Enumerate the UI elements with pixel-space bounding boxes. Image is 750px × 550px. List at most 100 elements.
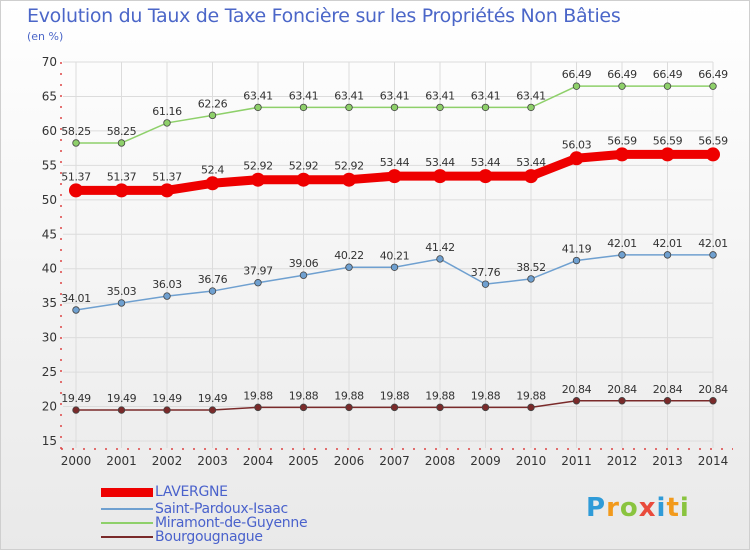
- logo-letter: P: [586, 493, 607, 523]
- data-label: 63.41: [289, 89, 319, 102]
- data-point: [618, 397, 626, 405]
- legend-swatch: [101, 487, 153, 497]
- x-tick-label: 2000: [61, 454, 92, 468]
- data-label: 19.88: [516, 389, 546, 402]
- data-label: 53.44: [425, 156, 455, 169]
- data-point: [615, 147, 629, 162]
- data-point: [117, 406, 126, 414]
- data-point: [205, 176, 220, 191]
- data-point: [481, 403, 490, 412]
- x-tick-label: 2004: [243, 454, 274, 468]
- data-point: [299, 403, 308, 412]
- logo-letter: r: [606, 493, 620, 523]
- y-tick-label: 45: [42, 227, 57, 241]
- legend-item-miramont-de-guyenne: Miramont-de-Guyenne: [101, 515, 308, 531]
- data-point: [299, 271, 308, 279]
- data-point: [69, 183, 83, 198]
- data-label: 53.44: [471, 156, 501, 169]
- x-tick-label: 2005: [288, 454, 319, 468]
- logo-letter: i: [679, 493, 690, 523]
- legend-swatch: [101, 508, 153, 510]
- data-label: 19.49: [198, 392, 228, 405]
- chart-title: Evolution du Taux de Taxe Foncière sur l…: [27, 5, 621, 27]
- data-point: [481, 280, 490, 288]
- data-label: 42.01: [607, 237, 637, 250]
- data-label: 20.84: [607, 383, 637, 396]
- data-label: 19.88: [289, 389, 319, 402]
- data-point: [527, 103, 535, 112]
- data-label: 19.88: [243, 389, 273, 402]
- data-point: [345, 263, 353, 271]
- legend-item-bourgougnague: Bourgougnague: [101, 529, 263, 545]
- data-label: 36.76: [198, 273, 228, 286]
- legend-swatch: [101, 536, 153, 538]
- data-point: [345, 103, 353, 112]
- proxiti-logo: Proxiti: [586, 493, 690, 523]
- data-point: [572, 256, 581, 265]
- data-point: [618, 82, 626, 90]
- data-label: 61.16: [152, 105, 182, 118]
- x-tick-label: 2002: [152, 454, 183, 468]
- data-label: 63.41: [516, 89, 546, 102]
- y-tick-label: 20: [42, 400, 57, 414]
- data-label: 40.22: [334, 249, 364, 262]
- data-label: 20.84: [698, 383, 728, 396]
- data-point: [163, 406, 171, 414]
- data-point: [433, 169, 447, 184]
- data-point: [436, 403, 444, 412]
- y-tick-label: 15: [42, 434, 57, 448]
- data-label: 56.59: [653, 134, 683, 147]
- logo-letter: x: [638, 493, 657, 523]
- data-label: 66.49: [698, 68, 728, 81]
- data-point: [254, 403, 262, 412]
- data-point: [478, 169, 493, 184]
- data-label: 52.92: [334, 160, 364, 173]
- data-label: 35.03: [107, 285, 137, 298]
- y-tick-label: 50: [42, 193, 57, 207]
- x-tick-label: 2003: [197, 454, 228, 468]
- data-point: [160, 183, 174, 198]
- data-point: [660, 147, 675, 162]
- data-label: 63.41: [425, 89, 455, 102]
- data-point: [709, 82, 717, 90]
- series-bourgougnague: [72, 397, 717, 414]
- x-tick-label: 2011: [561, 454, 592, 468]
- data-label: 19.88: [471, 389, 501, 402]
- data-point: [72, 306, 80, 314]
- data-point: [663, 397, 672, 405]
- data-label: 58.25: [107, 125, 137, 138]
- legend-item-saint-pardoux-isaac: Saint-Pardoux-Isaac: [101, 501, 288, 517]
- data-point: [254, 279, 262, 287]
- series-lines: [69, 82, 720, 414]
- data-point: [572, 397, 581, 405]
- data-label: 19.88: [334, 389, 364, 402]
- legend-label: LAVERGNE: [155, 484, 228, 500]
- data-label: 56.59: [607, 134, 637, 147]
- data-point: [208, 406, 217, 414]
- data-label: 19.88: [425, 389, 455, 402]
- data-label: 51.37: [107, 170, 137, 183]
- data-label: 52.92: [289, 160, 319, 173]
- x-tick-label: 2013: [652, 454, 683, 468]
- data-label: 66.49: [607, 68, 637, 81]
- data-label: 19.88: [380, 389, 410, 402]
- data-label: 66.49: [653, 68, 683, 81]
- data-label: 41.42: [425, 241, 455, 254]
- axes: 15 20 25 30 35 40 45 50 55 60 65 70 2000 2001 2002 2003…: [42, 55, 733, 468]
- data-label: 52.92: [243, 160, 273, 173]
- data-label: 63.41: [334, 89, 364, 102]
- y-tick-label: 65: [42, 89, 57, 103]
- data-label: 53.44: [516, 156, 546, 169]
- y-tick-label: 35: [42, 296, 57, 310]
- data-label: 19.49: [152, 392, 182, 405]
- data-label: 38.52: [516, 261, 546, 274]
- data-point: [572, 82, 581, 90]
- data-label: 66.49: [562, 68, 592, 81]
- legend-label: Miramont-de-Guyenne: [155, 515, 308, 531]
- data-point: [390, 403, 399, 412]
- data-point: [163, 119, 171, 127]
- legend-item-lavergne: LAVERGNE: [101, 484, 228, 500]
- data-label: 51.37: [61, 170, 91, 183]
- data-point: [618, 251, 626, 259]
- x-tick-label: 2009: [470, 454, 501, 468]
